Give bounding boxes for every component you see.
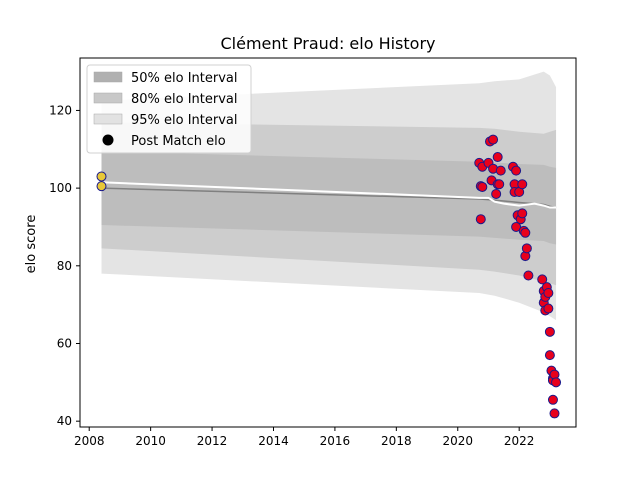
x-tick-label: 2010 xyxy=(135,434,166,448)
post-match-elo-point xyxy=(544,350,555,361)
legend-label: Post Match elo xyxy=(131,134,226,149)
y-axis-label: elo score xyxy=(24,215,39,274)
x-tick-label: 2012 xyxy=(197,434,228,448)
x-tick-label: 2008 xyxy=(74,434,105,448)
chart-title: Clément Praud: elo History xyxy=(221,34,436,53)
post-match-elo-point xyxy=(543,303,554,314)
post-match-elo-point xyxy=(543,287,554,298)
post-match-elo-point xyxy=(492,152,503,163)
post-match-elo-point xyxy=(494,179,505,190)
post-match-elo-point xyxy=(523,270,534,281)
x-tick-label: 2014 xyxy=(258,434,289,448)
post-match-elo-point xyxy=(511,221,522,232)
early-match-point xyxy=(96,171,107,182)
post-match-elo-point xyxy=(495,165,506,176)
post-match-elo-point xyxy=(544,326,555,337)
plot-frame xyxy=(79,57,577,428)
y-tick-label: 60 xyxy=(57,336,72,350)
legend-box xyxy=(86,64,252,154)
early-match-point xyxy=(96,181,107,192)
post-match-elo-point xyxy=(511,165,522,176)
x-tick-label: 2016 xyxy=(320,434,351,448)
legend-swatch xyxy=(93,92,123,104)
post-match-elo-point xyxy=(520,227,531,238)
post-match-elo-point xyxy=(475,214,486,225)
post-match-elo-point xyxy=(517,208,528,219)
y-tick-label: 80 xyxy=(57,259,72,273)
legend-label: 50% elo Interval xyxy=(131,71,238,86)
legend-swatch xyxy=(93,71,123,83)
legend-label: 80% elo Interval xyxy=(131,92,238,107)
band-50-interval xyxy=(101,151,557,245)
legend-swatch xyxy=(93,113,123,125)
x-tick-label: 2022 xyxy=(504,434,535,448)
legend: 50% elo Interval 80% elo Interval 95% elo … xyxy=(86,64,252,154)
post-match-elo-point xyxy=(537,274,548,285)
post-match-elo-point xyxy=(551,377,562,388)
legend-marker xyxy=(102,134,114,146)
y-tick-label: 120 xyxy=(49,103,72,117)
post-match-elo-point xyxy=(547,394,558,405)
y-tick-label: 100 xyxy=(49,181,72,195)
post-match-elo-point xyxy=(521,243,532,254)
legend-label: 95% elo Interval xyxy=(131,113,238,128)
post-match-elo-point xyxy=(517,179,528,190)
post-match-elo-point xyxy=(488,134,499,145)
expected-elo-line xyxy=(101,181,557,209)
post-match-elo-point xyxy=(477,181,488,192)
post-match-elo-point xyxy=(549,408,560,419)
x-tick-label: 2020 xyxy=(442,434,473,448)
x-tick-label: 2018 xyxy=(381,434,412,448)
y-tick-label: 40 xyxy=(57,414,72,428)
post-match-elo-point xyxy=(491,188,502,199)
mean-elo-line xyxy=(101,187,557,209)
